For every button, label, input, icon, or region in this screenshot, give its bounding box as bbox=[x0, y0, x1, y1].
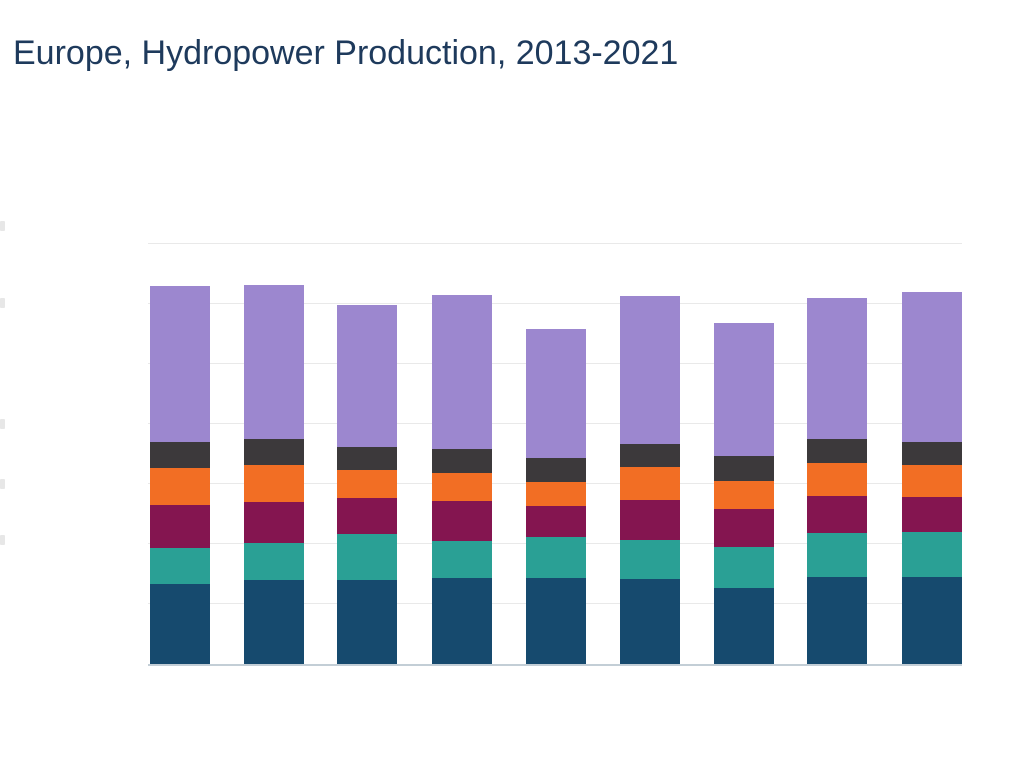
bar-2021[interactable] bbox=[902, 292, 962, 664]
bar-2014-segment-2-teal[interactable] bbox=[244, 543, 304, 580]
chart-title: Europe, Hydropower Production, 2013-2021 bbox=[13, 34, 679, 72]
bar-2015-segment-4-orange[interactable] bbox=[337, 470, 397, 498]
bar-2021-segment-6-purple[interactable] bbox=[902, 292, 962, 442]
bar-2015-segment-1-dark-blue[interactable] bbox=[337, 580, 397, 664]
bar-2020-segment-6-purple[interactable] bbox=[807, 298, 867, 439]
bar-2016-segment-2-teal[interactable] bbox=[432, 541, 492, 578]
bar-2020-segment-4-orange[interactable] bbox=[807, 463, 867, 496]
bar-2013-segment-3-magenta[interactable] bbox=[150, 505, 210, 548]
bar-2015-segment-2-teal[interactable] bbox=[337, 534, 397, 580]
bar-2014-segment-1-dark-blue[interactable] bbox=[244, 580, 304, 664]
bar-2013-segment-5-dark-gray[interactable] bbox=[150, 442, 210, 468]
bar-2017-segment-2-teal[interactable] bbox=[526, 537, 586, 578]
bar-2018-segment-6-purple[interactable] bbox=[620, 296, 680, 444]
bar-2015-segment-5-dark-gray[interactable] bbox=[337, 447, 397, 470]
bar-2020-segment-2-teal[interactable] bbox=[807, 533, 867, 577]
bar-2020-segment-5-dark-gray[interactable] bbox=[807, 439, 867, 463]
bar-2015-segment-3-magenta[interactable] bbox=[337, 498, 397, 534]
gridline bbox=[148, 303, 962, 304]
y-axis-tick-fragment bbox=[0, 298, 5, 308]
x-axis-baseline bbox=[148, 664, 962, 666]
bar-2018-segment-1-dark-blue[interactable] bbox=[620, 579, 680, 664]
bar-2013-segment-2-teal[interactable] bbox=[150, 548, 210, 584]
bar-2017-segment-3-magenta[interactable] bbox=[526, 506, 586, 537]
bar-2019-segment-6-purple[interactable] bbox=[714, 323, 774, 456]
bar-2015[interactable] bbox=[337, 305, 397, 664]
bar-2014-segment-5-dark-gray[interactable] bbox=[244, 439, 304, 465]
bar-2019-segment-5-dark-gray[interactable] bbox=[714, 456, 774, 481]
bar-2017-segment-5-dark-gray[interactable] bbox=[526, 458, 586, 482]
bar-2013-segment-6-purple[interactable] bbox=[150, 286, 210, 442]
bar-2013-segment-4-orange[interactable] bbox=[150, 468, 210, 505]
bar-2018[interactable] bbox=[620, 296, 680, 664]
bar-2019-segment-1-dark-blue[interactable] bbox=[714, 588, 774, 664]
y-axis-tick-fragment bbox=[0, 479, 5, 489]
y-axis-tick-fragment bbox=[0, 535, 5, 545]
bar-2017-segment-6-purple[interactable] bbox=[526, 329, 586, 458]
bar-2021-segment-3-magenta[interactable] bbox=[902, 497, 962, 532]
bar-2020-segment-1-dark-blue[interactable] bbox=[807, 577, 867, 664]
bar-2016-segment-3-magenta[interactable] bbox=[432, 501, 492, 541]
bar-2018-segment-5-dark-gray[interactable] bbox=[620, 444, 680, 467]
bar-2015-segment-6-purple[interactable] bbox=[337, 305, 397, 447]
bar-2017-segment-4-orange[interactable] bbox=[526, 482, 586, 506]
bar-2019-segment-4-orange[interactable] bbox=[714, 481, 774, 509]
bar-2013-segment-1-dark-blue[interactable] bbox=[150, 584, 210, 664]
bar-2021-segment-2-teal[interactable] bbox=[902, 532, 962, 577]
bar-2019[interactable] bbox=[714, 323, 774, 664]
bar-2014-segment-6-purple[interactable] bbox=[244, 285, 304, 439]
bar-2016-segment-4-orange[interactable] bbox=[432, 473, 492, 501]
bar-2014-segment-4-orange[interactable] bbox=[244, 465, 304, 502]
y-axis-tick-fragment bbox=[0, 419, 5, 429]
bar-2018-segment-2-teal[interactable] bbox=[620, 540, 680, 579]
bar-2018-segment-3-magenta[interactable] bbox=[620, 500, 680, 540]
y-axis-tick-fragment bbox=[0, 221, 5, 231]
bar-2019-segment-3-magenta[interactable] bbox=[714, 509, 774, 547]
bar-2020-segment-3-magenta[interactable] bbox=[807, 496, 867, 533]
bar-2017-segment-1-dark-blue[interactable] bbox=[526, 578, 586, 664]
bar-2021-segment-4-orange[interactable] bbox=[902, 465, 962, 497]
bar-2016-segment-1-dark-blue[interactable] bbox=[432, 578, 492, 664]
bar-2019-segment-2-teal[interactable] bbox=[714, 547, 774, 588]
bar-2014-segment-3-magenta[interactable] bbox=[244, 502, 304, 543]
bar-2016[interactable] bbox=[432, 295, 492, 664]
bar-2018-segment-4-orange[interactable] bbox=[620, 467, 680, 500]
bar-2014[interactable] bbox=[244, 285, 304, 664]
bar-2021-segment-1-dark-blue[interactable] bbox=[902, 577, 962, 664]
plot-area bbox=[148, 243, 962, 666]
bar-2020[interactable] bbox=[807, 298, 867, 664]
bar-2016-segment-6-purple[interactable] bbox=[432, 295, 492, 449]
bar-2013[interactable] bbox=[150, 286, 210, 664]
bar-2016-segment-5-dark-gray[interactable] bbox=[432, 449, 492, 473]
bar-2021-segment-5-dark-gray[interactable] bbox=[902, 442, 962, 465]
bar-2017[interactable] bbox=[526, 329, 586, 664]
gridline bbox=[148, 243, 962, 244]
